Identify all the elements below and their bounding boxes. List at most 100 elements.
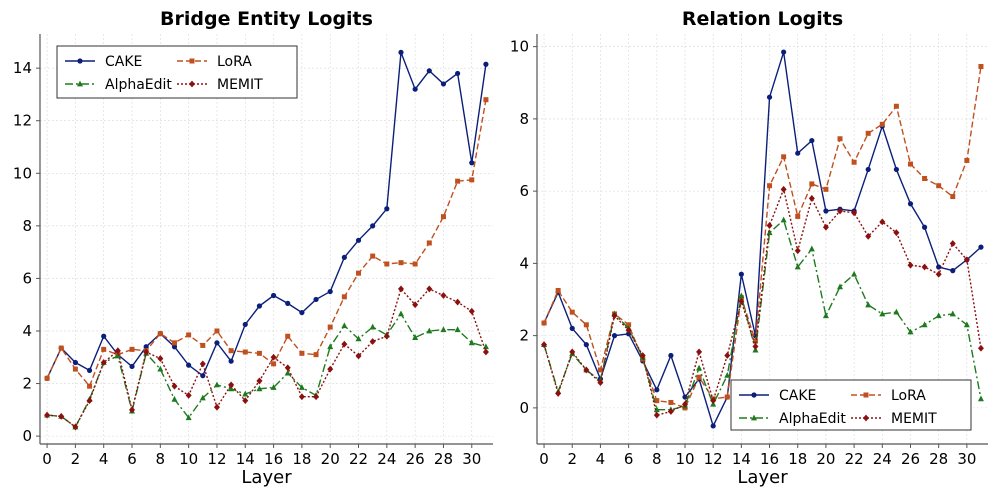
data-point-alphaedit — [794, 263, 801, 270]
data-point-memit — [893, 229, 900, 237]
data-point-alphaedit — [893, 308, 900, 315]
series-cake — [541, 49, 984, 429]
data-point-memit — [270, 353, 277, 361]
x-tick-label: 10 — [675, 450, 694, 468]
x-tick-label: 26 — [901, 450, 920, 468]
data-point-cake — [907, 201, 914, 207]
y-tick-label: 4 — [519, 254, 529, 272]
data-point-alphaedit — [397, 310, 404, 317]
data-point-cake — [823, 208, 829, 214]
data-point-lora — [398, 260, 404, 266]
x-tick-label: 16 — [760, 450, 779, 468]
data-point-cake — [412, 86, 418, 92]
data-point-memit — [879, 218, 886, 226]
data-point-memit — [454, 298, 461, 306]
data-point-memit — [541, 341, 548, 349]
data-point-memit — [129, 406, 136, 414]
y-tick-label: 14 — [13, 59, 32, 77]
data-point-memit — [58, 413, 65, 420]
data-point-lora — [384, 261, 390, 267]
data-point-memit — [597, 379, 604, 386]
data-point-memit — [738, 297, 745, 305]
data-point-lora — [668, 399, 674, 405]
data-point-alphaedit — [412, 334, 419, 340]
data-point-alphaedit — [171, 395, 178, 402]
x-tick-label: 26 — [406, 450, 425, 468]
y-tick-label: 0 — [22, 427, 32, 445]
x-tick-label: 30 — [462, 450, 481, 468]
data-point-cake — [626, 331, 632, 337]
x-axis-label: Layer — [737, 467, 788, 488]
data-point-cake — [299, 309, 305, 316]
x-tick-label: 20 — [321, 450, 340, 468]
data-point-memit — [157, 355, 164, 362]
data-point-lora — [555, 287, 561, 293]
x-tick-label: 20 — [816, 450, 835, 468]
data-point-alphaedit — [963, 321, 970, 328]
data-point-memit — [327, 365, 334, 373]
y-tick-label: 6 — [22, 269, 32, 287]
data-point-cake — [738, 271, 744, 277]
legend-item-memit: MEMIT — [851, 411, 937, 427]
data-point-lora — [696, 374, 702, 380]
data-point-alphaedit — [766, 229, 773, 236]
data-point-memit — [907, 261, 914, 269]
x-tick-label: 12 — [207, 450, 226, 468]
data-point-alphaedit — [454, 326, 461, 333]
data-point-alphaedit — [284, 369, 291, 376]
data-point-lora — [157, 331, 163, 337]
series-memit — [44, 285, 489, 431]
data-point-lora — [781, 154, 787, 160]
legend-label: MEMIT — [217, 77, 263, 93]
data-point-cake — [682, 394, 688, 400]
data-point-cake — [781, 49, 787, 55]
data-point-cake — [710, 423, 716, 429]
y-tick-label: 12 — [13, 112, 32, 130]
data-point-alphaedit — [426, 327, 433, 334]
data-point-memit — [653, 411, 660, 419]
panel-bridge-entity-logits: 0 2 4 6 8 10 12 14 16 18 20 22 24 26 28 3002468101214Br… — [13, 8, 493, 488]
data-point-lora — [87, 383, 93, 389]
data-point-alphaedit — [921, 321, 928, 328]
data-point-cake — [469, 160, 475, 166]
data-point-memit — [199, 360, 206, 368]
data-point-memit — [667, 408, 674, 415]
data-point-memit — [468, 307, 475, 315]
legend-item-lora: LoRA — [851, 388, 926, 404]
data-point-cake — [171, 344, 178, 350]
data-point-cake — [398, 49, 404, 55]
data-point-lora — [228, 348, 234, 354]
data-point-alphaedit — [977, 395, 984, 402]
legend: CAKE LoRA AlphaEdit MEMIT — [730, 379, 972, 431]
legend-item-alphaedit: AlphaEdit — [739, 411, 846, 427]
data-point-cake — [228, 358, 234, 364]
data-point-alphaedit — [114, 352, 121, 359]
data-point-alphaedit — [369, 323, 376, 330]
x-tick-label: 16 — [264, 450, 283, 468]
x-tick-label: 2 — [71, 450, 81, 468]
data-point-cake — [611, 333, 618, 339]
y-tick-label: 8 — [519, 110, 529, 128]
data-point-memit — [426, 285, 433, 293]
data-point-memit — [808, 194, 815, 202]
series-line-memit — [47, 287, 487, 428]
data-point-cake — [668, 352, 674, 359]
data-point-memit — [341, 340, 348, 348]
data-point-memit — [100, 359, 107, 366]
data-point-memit — [185, 391, 192, 399]
data-point-lora — [569, 309, 575, 315]
data-point-alphaedit — [270, 384, 277, 390]
data-point-lora — [626, 322, 632, 328]
data-point-lora — [44, 375, 50, 381]
data-point-alphaedit — [837, 283, 844, 290]
data-point-memit — [397, 285, 404, 293]
data-point-lora — [767, 183, 773, 189]
legend-marker-cake — [77, 58, 83, 64]
data-point-alphaedit — [808, 245, 815, 252]
data-point-memit — [242, 397, 249, 405]
data-point-lora — [271, 361, 277, 367]
legend-label: LoRA — [217, 54, 252, 70]
data-point-cake — [483, 61, 489, 67]
panel-relation-logits: 0 2 4 6 8 10 12 14 16 18 20 22 24 26 28 300246810Relati… — [510, 8, 988, 488]
x-tick-label: 6 — [624, 450, 634, 468]
